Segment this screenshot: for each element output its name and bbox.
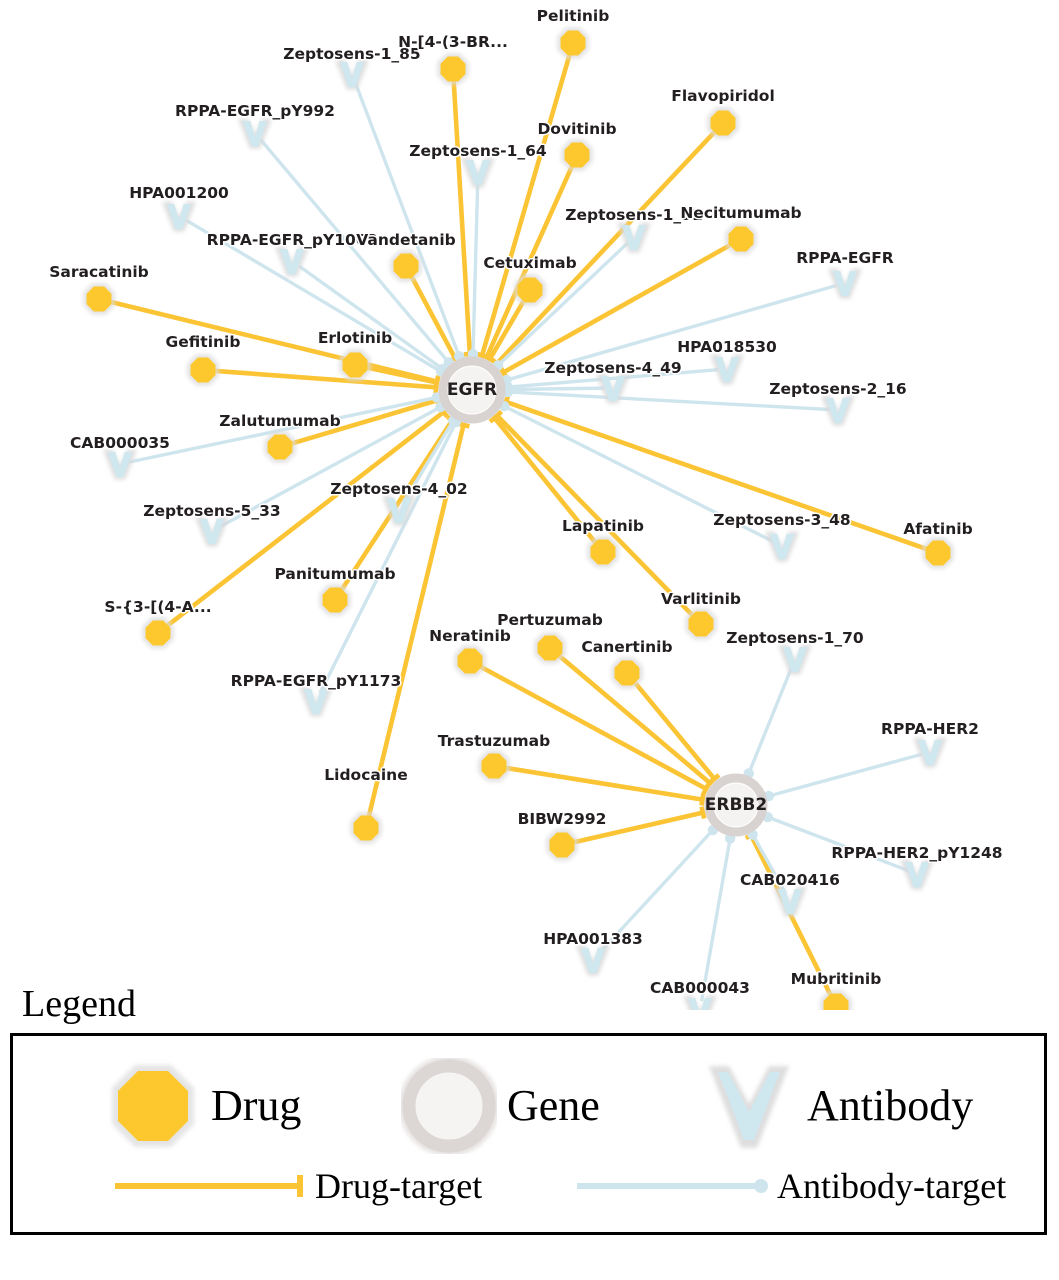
legend-label-drug-target: Drug-target <box>315 1165 483 1206</box>
legend-title: Legend <box>22 983 136 1025</box>
drug-target-edge-icon <box>111 1173 311 1199</box>
legend-label-antibody: Antibody <box>807 1080 974 1130</box>
legend-item-gene: Gene <box>399 1055 600 1156</box>
nodes-layer <box>83 27 954 1010</box>
edges-layer <box>107 50 931 1002</box>
legend-label-antibody-target: Antibody-target <box>777 1165 1007 1206</box>
network-canvas <box>83 27 954 1010</box>
drug-octagon-icon <box>105 1058 201 1154</box>
antibody-target-edge-icon <box>573 1173 773 1199</box>
legend-label-gene: Gene <box>507 1080 600 1130</box>
legend-item-drug-target: Drug-target <box>111 1168 482 1204</box>
legend-box: Drug Gene <box>10 1032 1047 1235</box>
antibody-chevron-icon <box>701 1058 797 1154</box>
legend-item-drug: Drug <box>105 1058 301 1154</box>
gene-donut-icon <box>399 1055 499 1156</box>
legend: Legend Drug <box>0 983 1059 1235</box>
legend-label-drug: Drug <box>211 1080 302 1130</box>
legend-item-antibody-target: Antibody-target <box>573 1168 1006 1204</box>
legend-item-antibody: Antibody <box>701 1058 973 1154</box>
